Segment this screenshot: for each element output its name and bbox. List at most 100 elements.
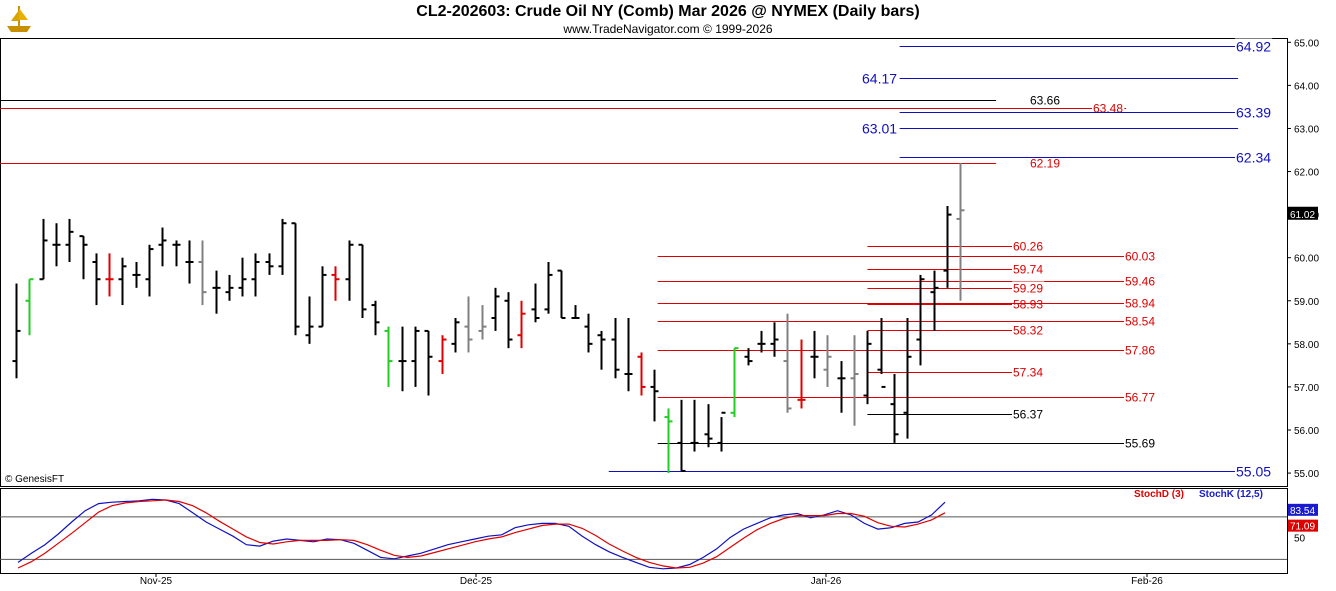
level-label-background bbox=[1124, 343, 1157, 358]
ohlc-bar bbox=[79, 235, 88, 280]
x-tick-label: Dec-25 bbox=[460, 576, 493, 587]
ohlc-bar bbox=[717, 411, 726, 452]
level-label: 63.39 bbox=[1236, 105, 1271, 121]
ohlc-bar bbox=[305, 296, 314, 344]
last-price-label: 61.02 bbox=[1290, 210, 1315, 221]
level-label-background bbox=[1012, 281, 1045, 296]
level-label-background bbox=[1012, 239, 1045, 254]
ohlc-bar bbox=[863, 330, 872, 405]
stochk-legend: StochK (12,5) bbox=[1199, 489, 1263, 500]
ohlc-bar bbox=[823, 335, 832, 387]
stoch-panel-frame bbox=[0, 488, 1288, 574]
ohlc-bar bbox=[877, 318, 886, 388]
level-label: 64.92 bbox=[1236, 39, 1271, 55]
ohlc-bar bbox=[810, 330, 819, 379]
ohlc-bar bbox=[251, 253, 260, 297]
level-label-background bbox=[861, 70, 899, 87]
level-label-background bbox=[1235, 149, 1273, 166]
ohlc-bar bbox=[398, 326, 407, 392]
y-tick-label: 56.00 bbox=[1294, 426, 1319, 437]
ohlc-bar bbox=[52, 223, 61, 267]
ohlc-bar bbox=[411, 326, 420, 387]
ohlc-bar bbox=[956, 162, 965, 301]
ohlc-bar bbox=[265, 253, 274, 275]
level-label: 58.94 bbox=[1125, 297, 1155, 311]
stoch-k-value: 83.54 bbox=[1290, 506, 1315, 517]
chart-header: CL2-202603: Crude Oil NY (Comb) Mar 2026… bbox=[0, 0, 1336, 38]
ohlc-bar bbox=[371, 300, 380, 336]
y-tick-label: 63.00 bbox=[1294, 124, 1319, 135]
level-label: 58.93 bbox=[1013, 298, 1043, 312]
level-label-background bbox=[1012, 407, 1045, 422]
ohlc-bar bbox=[664, 408, 673, 474]
ohlc-bar bbox=[464, 296, 473, 353]
ohlc-bar bbox=[704, 404, 713, 448]
level-label: 60.26 bbox=[1013, 240, 1043, 254]
ohlc-bar bbox=[132, 262, 141, 288]
ohlc-bar bbox=[903, 318, 912, 439]
ohlc-bar bbox=[770, 322, 779, 357]
level-label-background bbox=[1124, 390, 1157, 405]
ohlc-bar bbox=[531, 283, 540, 323]
ohlc-bar bbox=[238, 257, 247, 297]
ohlc-bar bbox=[916, 274, 925, 366]
ohlc-bar bbox=[677, 399, 686, 472]
stoch-series-line bbox=[17, 498, 946, 570]
chart-subtitle: www.TradeNavigator.com © 1999-2026 bbox=[563, 22, 773, 36]
level-label-background bbox=[1235, 104, 1273, 121]
ohlc-bar bbox=[172, 240, 181, 267]
ohlc-bar bbox=[637, 352, 646, 396]
ohlc-bar bbox=[25, 278, 34, 336]
ohlc-bar bbox=[597, 330, 606, 370]
ohlc-bar bbox=[278, 218, 287, 275]
ohlc-bar bbox=[744, 348, 753, 366]
level-label-background bbox=[1124, 436, 1157, 451]
ohlc-bar bbox=[557, 269, 566, 319]
ohlc-bar bbox=[478, 305, 487, 340]
ohlc-bar bbox=[12, 283, 21, 379]
ship-logo-icon bbox=[7, 6, 31, 32]
level-label: 56.37 bbox=[1013, 408, 1043, 422]
chart-title: CL2-202603: Crude Oil NY (Comb) Mar 2026… bbox=[416, 3, 920, 20]
stoch-d-value: 71.09 bbox=[1290, 522, 1315, 533]
copyright-label: © GenesisFT bbox=[5, 474, 65, 485]
level-label-background bbox=[1012, 323, 1045, 338]
ohlc-bar bbox=[158, 227, 167, 267]
ohlc-bar bbox=[384, 326, 393, 387]
y-tick-label: 59.00 bbox=[1294, 297, 1319, 308]
ohlc-bar bbox=[198, 240, 207, 306]
ohlc-bar bbox=[783, 313, 792, 413]
ohlc-bar bbox=[890, 374, 899, 443]
ohlc-bar bbox=[105, 253, 114, 297]
stoch-series-line bbox=[17, 499, 946, 569]
last-price-box bbox=[1288, 206, 1318, 220]
level-label: 55.69 bbox=[1125, 437, 1155, 451]
ohlc-bar bbox=[39, 218, 48, 281]
ohlc-bar bbox=[757, 330, 766, 353]
level-label-background bbox=[1012, 297, 1045, 312]
ohlc-bar bbox=[318, 266, 327, 328]
ohlc-bar bbox=[185, 240, 194, 284]
ohlc-bar bbox=[943, 206, 952, 288]
level-label: 64.17 bbox=[862, 71, 897, 87]
ohlc-bar bbox=[584, 313, 593, 353]
level-label: 59.29 bbox=[1013, 282, 1043, 296]
ohlc-bar bbox=[358, 243, 367, 318]
x-tick-label: Feb-26 bbox=[1131, 576, 1163, 587]
ohlc-bar bbox=[291, 222, 300, 336]
ohlc-bar bbox=[491, 287, 500, 331]
level-label: 57.34 bbox=[1013, 366, 1043, 380]
level-label-background bbox=[1029, 93, 1062, 108]
y-tick-label: 65.00 bbox=[1294, 38, 1319, 49]
ohlc-bar bbox=[837, 361, 846, 413]
ohlc-bar bbox=[650, 369, 659, 422]
ohlc-bar bbox=[797, 339, 806, 409]
ohlc-bar bbox=[225, 274, 234, 301]
ohlc-bar bbox=[690, 399, 699, 452]
ohlc-bar bbox=[571, 305, 580, 319]
level-label: 56.77 bbox=[1125, 391, 1155, 405]
x-tick-label: Jan-26 bbox=[811, 576, 842, 587]
ohlc-bar bbox=[504, 292, 513, 349]
level-label-background bbox=[1124, 274, 1157, 289]
